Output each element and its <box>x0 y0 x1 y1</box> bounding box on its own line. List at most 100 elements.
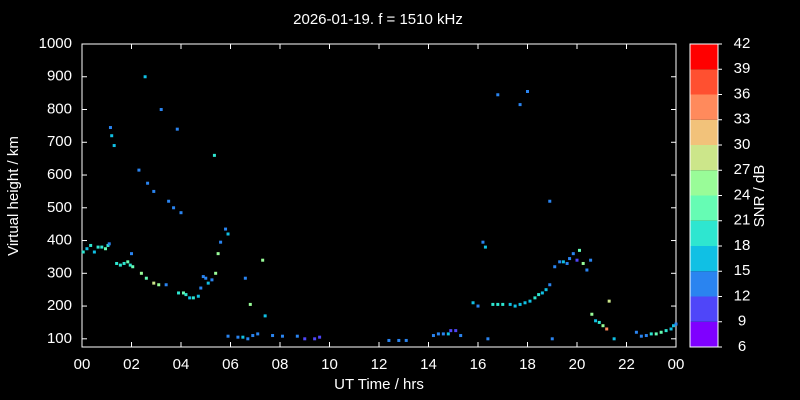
point <box>118 263 122 267</box>
point <box>605 327 609 331</box>
point <box>85 247 89 251</box>
point <box>271 334 275 338</box>
point <box>157 283 161 287</box>
y-tick-label: 900 <box>47 68 72 85</box>
point <box>243 276 247 280</box>
point <box>108 126 112 130</box>
point <box>164 283 168 287</box>
point <box>634 330 638 334</box>
point <box>612 337 616 341</box>
colorbar-tick-label: 30 <box>734 136 751 153</box>
point <box>577 248 581 252</box>
colorbar-band <box>690 145 718 171</box>
point <box>454 329 458 333</box>
point <box>295 334 299 338</box>
colorbar-tick-label: 12 <box>734 287 751 304</box>
point <box>181 291 185 295</box>
colorbar-tick-label: 42 <box>734 35 751 52</box>
point <box>585 268 589 272</box>
point <box>404 338 408 342</box>
point <box>649 332 653 336</box>
point <box>581 261 585 265</box>
point <box>548 283 552 287</box>
point <box>152 281 156 285</box>
point <box>518 103 522 107</box>
point <box>122 261 126 265</box>
point <box>594 319 598 323</box>
x-tick-label: 10 <box>321 356 338 373</box>
point <box>199 286 203 290</box>
point <box>159 108 163 112</box>
point <box>210 278 214 282</box>
point <box>571 252 575 256</box>
point <box>436 332 440 336</box>
colorbar-band <box>690 44 718 70</box>
colorbar-band <box>690 321 718 347</box>
x-tick-label: 22 <box>618 356 635 373</box>
point <box>226 232 230 236</box>
colorbar-band <box>690 246 718 272</box>
point <box>548 199 552 203</box>
colorbar-band <box>690 195 718 221</box>
point <box>204 276 208 280</box>
point <box>523 301 527 305</box>
x-tick-label: 06 <box>222 356 239 373</box>
colorbar-tick-label: 15 <box>734 262 751 279</box>
point <box>214 271 218 275</box>
x-tick-label: 00 <box>74 356 91 373</box>
point <box>130 252 133 256</box>
point <box>313 337 317 341</box>
point <box>659 330 663 334</box>
y-tick-label: 800 <box>47 100 72 117</box>
point <box>256 332 260 336</box>
point <box>89 243 93 247</box>
colorbar-band <box>690 220 718 246</box>
colorbar-tick-label: 36 <box>734 85 751 102</box>
point <box>179 211 183 215</box>
y-tick-label: 500 <box>47 199 72 216</box>
point <box>112 144 116 148</box>
point <box>280 334 284 338</box>
colorbar-tick-label: 27 <box>734 161 751 178</box>
point <box>212 153 216 157</box>
colorbar-band <box>690 170 718 196</box>
point <box>191 296 195 300</box>
point <box>672 324 676 328</box>
colorbar-tick-label: 33 <box>734 111 751 128</box>
point <box>246 337 250 341</box>
x-axis-label: UT Time / hrs <box>334 376 424 393</box>
point <box>196 294 200 298</box>
point <box>261 258 265 262</box>
point <box>126 260 130 264</box>
point <box>597 320 601 324</box>
point <box>496 93 500 97</box>
point <box>496 302 500 306</box>
point <box>81 250 85 254</box>
point <box>167 199 171 203</box>
point <box>188 296 192 300</box>
point <box>175 127 179 131</box>
plot-frame <box>81 43 677 348</box>
colorbar-tick-label: 6 <box>738 338 746 355</box>
point <box>540 291 544 295</box>
point <box>575 258 579 262</box>
point <box>143 75 147 79</box>
point <box>387 338 391 342</box>
point <box>674 322 678 326</box>
point <box>216 252 220 256</box>
point <box>107 242 111 246</box>
point <box>177 291 181 295</box>
colorbar-tick-label: 21 <box>734 212 751 229</box>
point <box>251 334 255 338</box>
y-tick-label: 1000 <box>39 35 72 52</box>
point <box>449 329 453 333</box>
y-tick-label: 700 <box>47 133 72 150</box>
point <box>664 329 668 333</box>
point <box>146 181 150 185</box>
colorbar-band <box>690 69 718 95</box>
point <box>491 302 495 306</box>
y-tick-label: 300 <box>47 264 72 281</box>
x-tick-label: 02 <box>123 356 140 373</box>
point <box>172 206 176 210</box>
point <box>115 261 119 265</box>
